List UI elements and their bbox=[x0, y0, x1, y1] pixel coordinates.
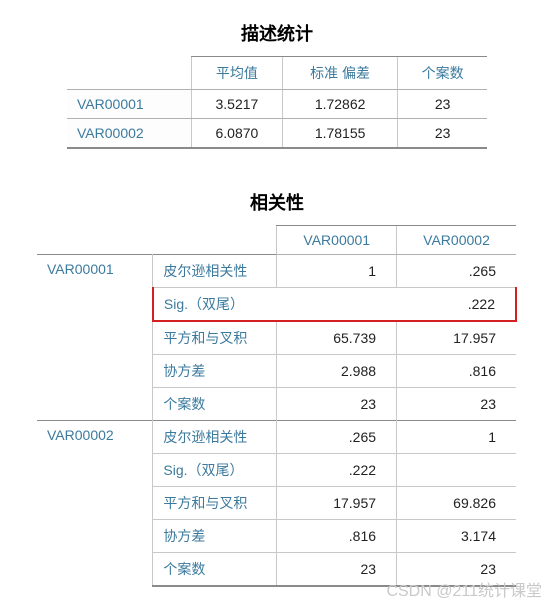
corr-cell: .265 bbox=[277, 421, 397, 454]
desc-row-label: VAR00002 bbox=[67, 119, 191, 149]
corr-cell: 65.739 bbox=[277, 321, 397, 355]
corr-cell: .816 bbox=[277, 520, 397, 553]
corr-cell: 23 bbox=[277, 388, 397, 421]
correlation-title: 相关性 bbox=[20, 189, 534, 215]
desc-row-label: VAR00001 bbox=[67, 90, 191, 119]
corr-stat-label: 协方差 bbox=[153, 355, 277, 388]
correlation-table: VAR00001 VAR00002 VAR00001 皮尔逊相关性 1 .265… bbox=[37, 225, 517, 587]
desc-header-blank bbox=[67, 57, 191, 90]
corr-stat-label: Sig.（双尾） bbox=[153, 454, 277, 487]
corr-cell bbox=[397, 454, 516, 487]
desc-cell-sd: 1.78155 bbox=[282, 119, 397, 149]
corr-header-var1: VAR00001 bbox=[277, 226, 397, 255]
corr-stat-label: 个案数 bbox=[153, 388, 277, 421]
corr-stat-label: 平方和与叉积 bbox=[153, 487, 277, 520]
corr-cell: .222 bbox=[277, 454, 397, 487]
corr-cell: 23 bbox=[277, 553, 397, 587]
corr-cell: 69.826 bbox=[397, 487, 516, 520]
corr-cell: .265 bbox=[397, 255, 516, 288]
corr-header-var2: VAR00002 bbox=[397, 226, 516, 255]
corr-cell: 23 bbox=[397, 553, 516, 587]
corr-cell: 1 bbox=[277, 255, 397, 288]
corr-row: VAR00002 皮尔逊相关性 .265 1 bbox=[37, 421, 516, 454]
corr-stat-label: 平方和与叉积 bbox=[153, 321, 277, 355]
corr-header-row: VAR00001 VAR00002 bbox=[37, 226, 516, 255]
desc-header-n: 个案数 bbox=[398, 57, 487, 90]
desc-cell-n: 23 bbox=[398, 119, 487, 149]
corr-cell bbox=[277, 288, 397, 322]
desc-cell-mean: 3.5217 bbox=[191, 90, 282, 119]
corr-cell: 3.174 bbox=[397, 520, 516, 553]
descriptive-title: 描述统计 bbox=[20, 20, 534, 46]
desc-row: VAR00002 6.0870 1.78155 23 bbox=[67, 119, 487, 149]
desc-header-mean: 平均值 bbox=[191, 57, 282, 90]
corr-header-blank bbox=[37, 226, 277, 255]
corr-stat-label-sig: Sig.（双尾） bbox=[153, 288, 277, 322]
corr-stat-label: 个案数 bbox=[153, 553, 277, 587]
corr-cell: 17.957 bbox=[277, 487, 397, 520]
descriptive-table: 平均值 标准 偏差 个案数 VAR00001 3.5217 1.72862 23… bbox=[67, 56, 487, 149]
corr-stat-label: 皮尔逊相关性 bbox=[153, 421, 277, 454]
desc-row: VAR00001 3.5217 1.72862 23 bbox=[67, 90, 487, 119]
corr-cell: 2.988 bbox=[277, 355, 397, 388]
corr-stat-label: 协方差 bbox=[153, 520, 277, 553]
desc-header-sd: 标准 偏差 bbox=[282, 57, 397, 90]
corr-cell: .816 bbox=[397, 355, 516, 388]
desc-cell-n: 23 bbox=[398, 90, 487, 119]
desc-header-row: 平均值 标准 偏差 个案数 bbox=[67, 57, 487, 90]
corr-cell: 17.957 bbox=[397, 321, 516, 355]
corr-cell: 1 bbox=[397, 421, 516, 454]
corr-stat-label: 皮尔逊相关性 bbox=[153, 255, 277, 288]
corr-cell: 23 bbox=[397, 388, 516, 421]
corr-group-label: VAR00002 bbox=[37, 421, 153, 587]
corr-row: VAR00001 皮尔逊相关性 1 .265 bbox=[37, 255, 516, 288]
corr-group-label: VAR00001 bbox=[37, 255, 153, 421]
desc-cell-sd: 1.72862 bbox=[282, 90, 397, 119]
desc-cell-mean: 6.0870 bbox=[191, 119, 282, 149]
corr-cell: .222 bbox=[397, 288, 516, 322]
